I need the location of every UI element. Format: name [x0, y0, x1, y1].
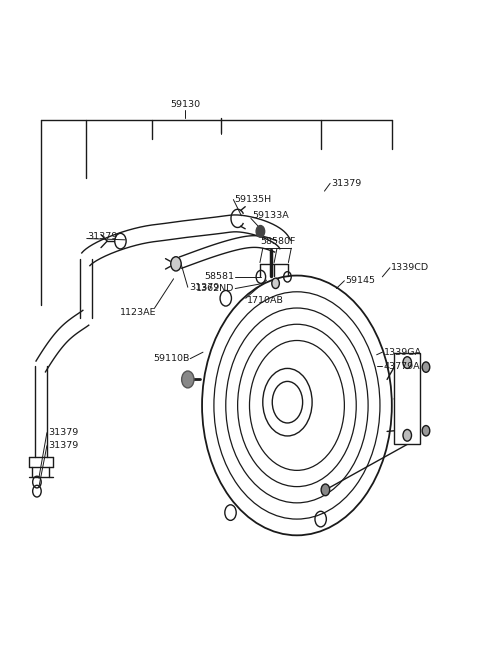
- Text: 59130: 59130: [170, 100, 201, 109]
- Circle shape: [256, 225, 264, 237]
- Circle shape: [321, 484, 330, 496]
- Text: 58580F: 58580F: [260, 237, 296, 246]
- Text: 43779A: 43779A: [384, 362, 420, 371]
- Text: 59110B: 59110B: [153, 354, 189, 363]
- Circle shape: [422, 362, 430, 372]
- Text: 1339GA: 1339GA: [384, 348, 422, 357]
- Text: 59135H: 59135H: [234, 195, 271, 204]
- Text: 31379: 31379: [48, 441, 78, 450]
- Circle shape: [181, 371, 194, 388]
- Text: 1123AE: 1123AE: [120, 308, 156, 317]
- Text: 59133A: 59133A: [252, 212, 288, 220]
- Text: 58581: 58581: [204, 272, 234, 282]
- Circle shape: [171, 257, 181, 271]
- Text: 59145: 59145: [345, 276, 375, 285]
- Text: 31379: 31379: [189, 283, 219, 291]
- Circle shape: [272, 278, 279, 289]
- Circle shape: [403, 430, 411, 441]
- Text: 1339CD: 1339CD: [391, 263, 429, 272]
- Text: 31379: 31379: [48, 428, 78, 437]
- Circle shape: [403, 357, 411, 368]
- Text: 31379: 31379: [331, 179, 361, 188]
- Text: 1710AB: 1710AB: [247, 295, 284, 305]
- Circle shape: [422, 426, 430, 436]
- Text: 1362ND: 1362ND: [196, 284, 234, 293]
- Text: 31379: 31379: [87, 232, 118, 241]
- FancyBboxPatch shape: [394, 354, 420, 444]
